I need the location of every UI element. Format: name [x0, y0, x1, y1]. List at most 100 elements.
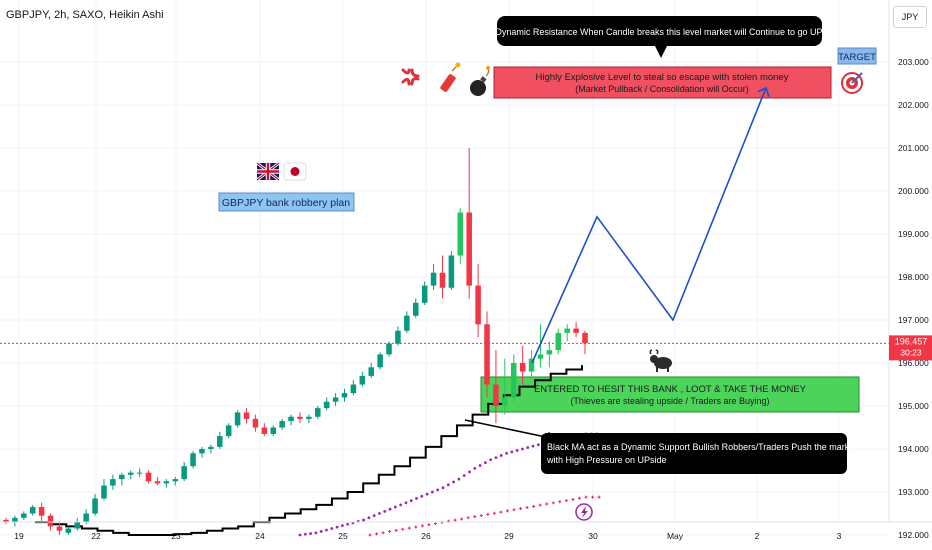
candle: [457, 208, 464, 265]
candle: [225, 423, 232, 439]
currency-button[interactable]: JPY: [893, 6, 927, 28]
candle-body: [564, 328, 570, 333]
candle-body: [466, 212, 472, 286]
purple-ma-dot: [303, 532, 307, 536]
candle-body: [323, 401, 330, 409]
pink-ma-cross: [479, 514, 483, 518]
candle: [323, 397, 330, 411]
purple-ma-dot: [489, 458, 493, 462]
candle: [101, 479, 107, 501]
candle-body: [208, 446, 214, 449]
candle-body: [65, 528, 72, 533]
candle-body: [56, 526, 63, 531]
candle: [484, 311, 490, 398]
time-axis[interactable]: 19 22 23 24 25 26 29 30 May 2 3: [0, 521, 932, 541]
candle-body: [21, 513, 27, 518]
candle: [74, 517, 81, 531]
candle: [56, 522, 63, 535]
candle: [217, 431, 223, 449]
candle-body: [332, 397, 339, 402]
price-tick-label: 197.000: [898, 315, 929, 325]
pink-ma-cross: [420, 524, 424, 528]
purple-ma-dot: [531, 444, 535, 448]
price-tick-label: 193.000: [898, 487, 929, 497]
candle: [199, 446, 205, 458]
target-label[interactable]: TARGET: [837, 47, 877, 65]
purple-ma-dot: [478, 464, 482, 467]
purple-ma-dot: [298, 533, 302, 537]
symbol-title[interactable]: GBPJPY, 2h, SAXO, Heikin Ashi: [6, 9, 164, 21]
candle-body: [306, 416, 312, 419]
purple-ma-dot: [378, 512, 381, 515]
purple-ma-dot: [404, 501, 408, 505]
candle: [341, 388, 348, 402]
candle: [181, 461, 187, 482]
time-tick-label: May: [667, 531, 684, 541]
candle-body: [368, 367, 374, 376]
candle: [368, 363, 374, 379]
pink-ma-cross: [427, 523, 431, 527]
candle-body: [359, 375, 366, 385]
pink-ma-cross: [407, 526, 411, 530]
pink-ma-cross: [519, 507, 523, 511]
projection-line: [531, 87, 767, 364]
purple-ma-dot: [468, 470, 471, 474]
purple-ma-dot: [494, 456, 498, 459]
candle-body: [163, 481, 170, 484]
uk-flag-icon: [256, 161, 280, 182]
price-tick-label: 200.000: [898, 186, 929, 196]
candle-body: [377, 354, 383, 368]
candle: [190, 451, 196, 469]
candle: [582, 330, 588, 355]
candle-body: [421, 285, 428, 303]
support-zone[interactable]: ENTERED TO HESIT THIS BANK , LOOT & TAKE…: [480, 376, 860, 413]
time-tick-label: 25: [338, 531, 348, 541]
price-tick-label: 202.000: [898, 100, 929, 110]
candle: [154, 476, 161, 486]
candle: [439, 255, 446, 299]
price-axis[interactable]: 203.000 202.000 201.000 200.000 199.000 198.0…: [888, 0, 932, 540]
candle: [404, 311, 410, 333]
candle: [573, 322, 579, 338]
support-zone-line1: ENTERED TO HESIT THIS BANK , LOOT & TAKE…: [534, 384, 807, 395]
purple-ma-dot: [346, 522, 350, 526]
purple-ma-dot: [515, 449, 519, 452]
candle-body: [475, 285, 481, 325]
pink-ma-cross: [558, 500, 562, 504]
pink-ma-cross: [486, 512, 490, 516]
candle: [172, 476, 179, 486]
candle-body: [555, 332, 562, 351]
purple-ma-dot: [473, 466, 477, 470]
candle-body: [315, 408, 321, 417]
purple-ma-dot: [314, 531, 318, 535]
pink-ma-cross: [473, 515, 477, 519]
candle-body: [172, 479, 179, 482]
candle: [3, 517, 9, 525]
top-callout[interactable]: Dynamic Resistance When Candle breaks th…: [495, 16, 823, 58]
time-tick-label: 19: [14, 531, 24, 541]
candle: [261, 423, 268, 437]
candle-body: [457, 212, 464, 256]
projection-path[interactable]: [531, 86, 770, 364]
candle-body: [12, 517, 18, 523]
time-tick-label: 3: [837, 531, 842, 541]
candle-body: [119, 474, 125, 480]
pink-ma-cross: [433, 522, 437, 526]
candle-body: [404, 315, 410, 331]
pink-ma-cross: [414, 525, 418, 529]
candle-body: [243, 412, 250, 419]
pink-ma-cross: [401, 527, 405, 531]
candle-body: [502, 397, 508, 406]
resistance-zone[interactable]: Highly Explosive Level to steal so escap…: [493, 66, 832, 99]
candle: [306, 414, 312, 424]
candle-body: [47, 515, 54, 527]
pink-ma-cross: [453, 518, 457, 522]
pink-ma-cross: [492, 511, 496, 515]
candle: [395, 326, 401, 346]
lightning-icon[interactable]: [575, 503, 593, 521]
candle-body: [217, 436, 223, 447]
plan-label[interactable]: GBPJPY bank robbery plan: [218, 192, 355, 212]
bottom-callout[interactable]: Black MA act as a Dynamic Support Bullis…: [464, 419, 857, 474]
candle: [136, 468, 143, 477]
